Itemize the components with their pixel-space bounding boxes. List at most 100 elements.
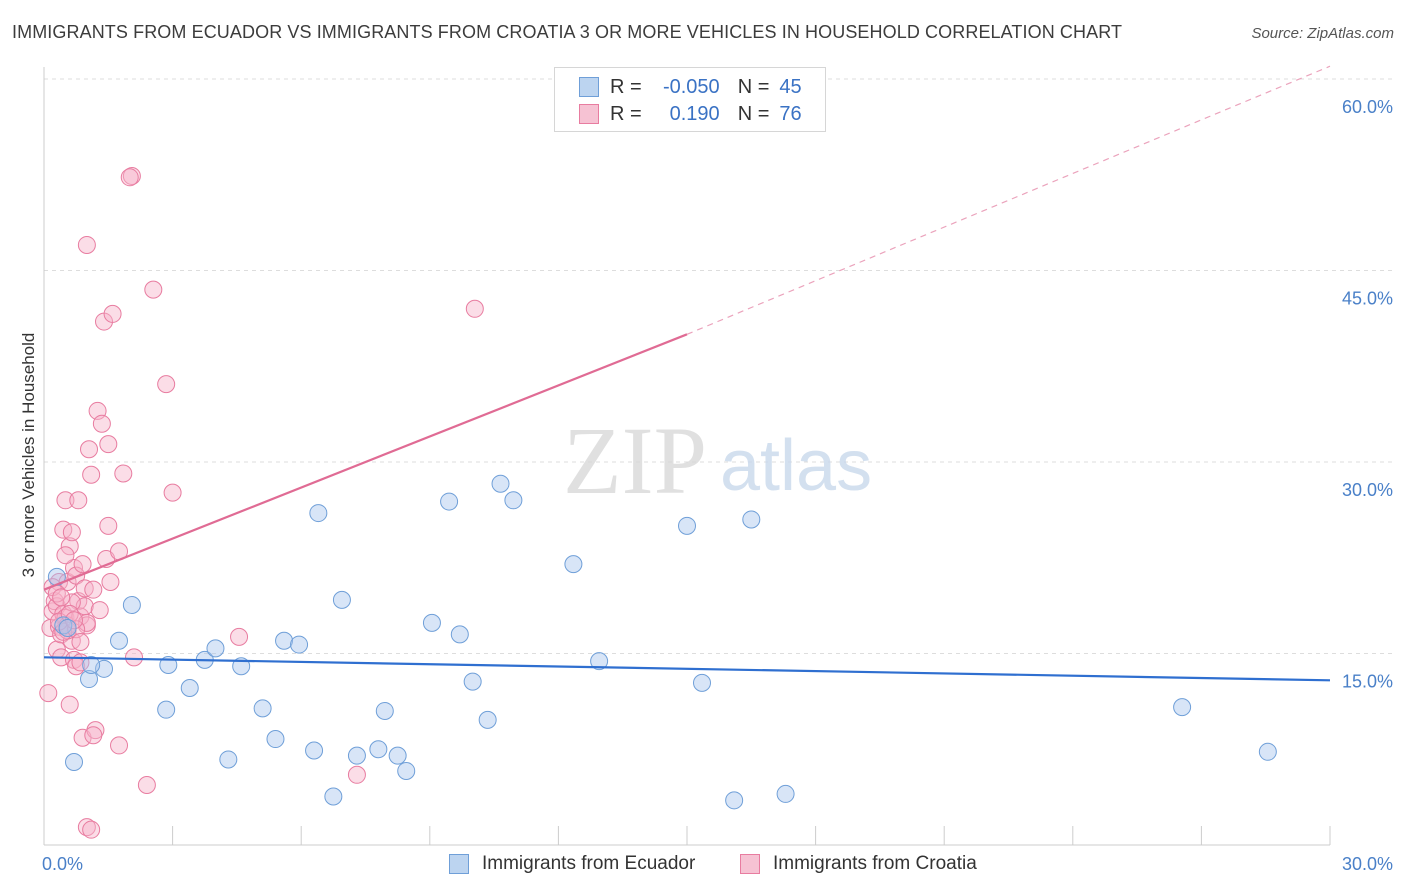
croatia-point — [39, 684, 58, 703]
croatia-point — [137, 775, 156, 794]
ecuador-trend-line — [43, 656, 1331, 682]
croatia-point — [157, 375, 176, 394]
croatia-point — [92, 414, 111, 433]
ecuador-point — [309, 504, 328, 523]
croatia-point — [465, 299, 484, 318]
ecuador-point — [80, 670, 99, 689]
axes — [43, 67, 1331, 846]
legend-item-croatia: Immigrants from Croatia — [740, 853, 977, 875]
croatia-point — [67, 566, 86, 585]
ecuador-point — [491, 474, 510, 493]
ecuador-point — [463, 672, 482, 691]
ecuador-point — [564, 555, 583, 574]
y-tick-label: 15.0% — [1342, 672, 1393, 692]
croatia-swatch — [579, 104, 599, 124]
trend-lines — [43, 65, 1331, 682]
ecuador-point — [725, 791, 744, 810]
ecuador-point — [776, 784, 795, 803]
watermark-atlas: atlas — [720, 426, 872, 506]
ecuador-point — [122, 595, 141, 614]
ecuador-point — [275, 631, 294, 650]
r-label: R = — [610, 102, 642, 125]
ecuador-point — [305, 741, 324, 760]
ecuador-point — [678, 516, 696, 535]
ecuador-point — [397, 761, 416, 780]
legend-label-croatia: Immigrants from Croatia — [773, 853, 977, 874]
y-axis-title: 3 or more Vehicles in Household — [19, 333, 38, 578]
ecuador-point — [504, 491, 523, 510]
croatia-point — [82, 820, 101, 839]
legend-item-ecuador: Immigrants from Ecuador — [449, 853, 695, 875]
watermark: ZIP atlas — [563, 407, 872, 514]
croatia-trend-line — [43, 333, 688, 591]
source-label: Source: ZipAtlas.com — [1251, 25, 1394, 42]
ecuador-point — [266, 730, 285, 749]
ecuador-point — [347, 746, 366, 765]
croatia-point — [71, 633, 90, 652]
ecuador-swatch — [449, 854, 469, 874]
axis-labels: 15.0% 30.0% 45.0% 60.0% 0.0% 30.0% 3 or more V… — [19, 97, 1393, 874]
croatia-point — [101, 573, 120, 592]
croatia-point — [73, 555, 92, 574]
croatia-point — [82, 465, 101, 484]
r-value: 0.190 — [669, 102, 720, 125]
croatia-point — [99, 516, 118, 535]
croatia-point — [69, 491, 88, 510]
series-legend: Immigrants from Ecuador Immigrants from … — [0, 852, 1406, 878]
ecuador-point — [422, 613, 441, 632]
n-label: N = — [737, 102, 770, 125]
ecuador-point — [388, 746, 407, 765]
ecuador-point — [65, 753, 84, 772]
ecuador-point — [1258, 742, 1277, 761]
ecuador-swatch — [579, 77, 599, 97]
croatia-point — [56, 491, 75, 510]
y-tick-label: 45.0% — [1342, 289, 1393, 309]
n-label: N = — [737, 75, 770, 98]
croatia-point — [114, 464, 133, 483]
croatia-point — [56, 546, 75, 565]
r-label: R = — [610, 75, 642, 98]
croatia-point — [84, 580, 103, 599]
croatia-point — [144, 280, 163, 299]
croatia-point — [163, 483, 182, 502]
ecuador-point — [290, 635, 309, 654]
croatia-point — [52, 588, 71, 607]
croatia-point — [84, 726, 103, 745]
n-value: 45 — [779, 75, 802, 98]
ecuador-point — [253, 699, 272, 718]
ecuador-point — [219, 750, 238, 769]
ecuador-point — [693, 673, 712, 692]
ecuador-point — [82, 655, 101, 674]
ecuador-point — [375, 701, 394, 720]
ecuador-point — [478, 710, 497, 729]
croatia-point — [103, 304, 122, 323]
croatia-point — [77, 235, 96, 254]
croatia-point — [125, 648, 144, 667]
croatia-point — [347, 765, 366, 784]
ecuador-point — [180, 678, 199, 697]
x-tick-label: 0.0% — [42, 854, 83, 874]
ecuador-point — [110, 631, 129, 650]
ecuador-point — [1173, 698, 1192, 717]
grid-lines — [44, 78, 1395, 654]
y-tick-label: 60.0% — [1342, 97, 1393, 117]
ecuador-point — [157, 700, 176, 719]
croatia-point — [65, 558, 84, 577]
ecuador-point — [324, 787, 343, 806]
croatia-point — [110, 736, 129, 755]
ecuador-point — [440, 492, 459, 511]
r-value: -0.050 — [662, 75, 720, 98]
croatia-point — [62, 593, 81, 612]
ecuador-point — [450, 625, 469, 644]
ecuador-point — [332, 590, 351, 609]
croatia-point — [99, 435, 118, 454]
x-tick-label: 30.0% — [1342, 854, 1393, 874]
croatia-point — [90, 601, 109, 620]
n-value: 76 — [779, 102, 802, 125]
ecuador-point — [369, 740, 388, 759]
croatia-point — [120, 168, 139, 187]
croatia-swatch — [740, 854, 760, 874]
legend-label-ecuador: Immigrants from Ecuador — [482, 853, 696, 874]
ecuador-point — [206, 639, 225, 658]
